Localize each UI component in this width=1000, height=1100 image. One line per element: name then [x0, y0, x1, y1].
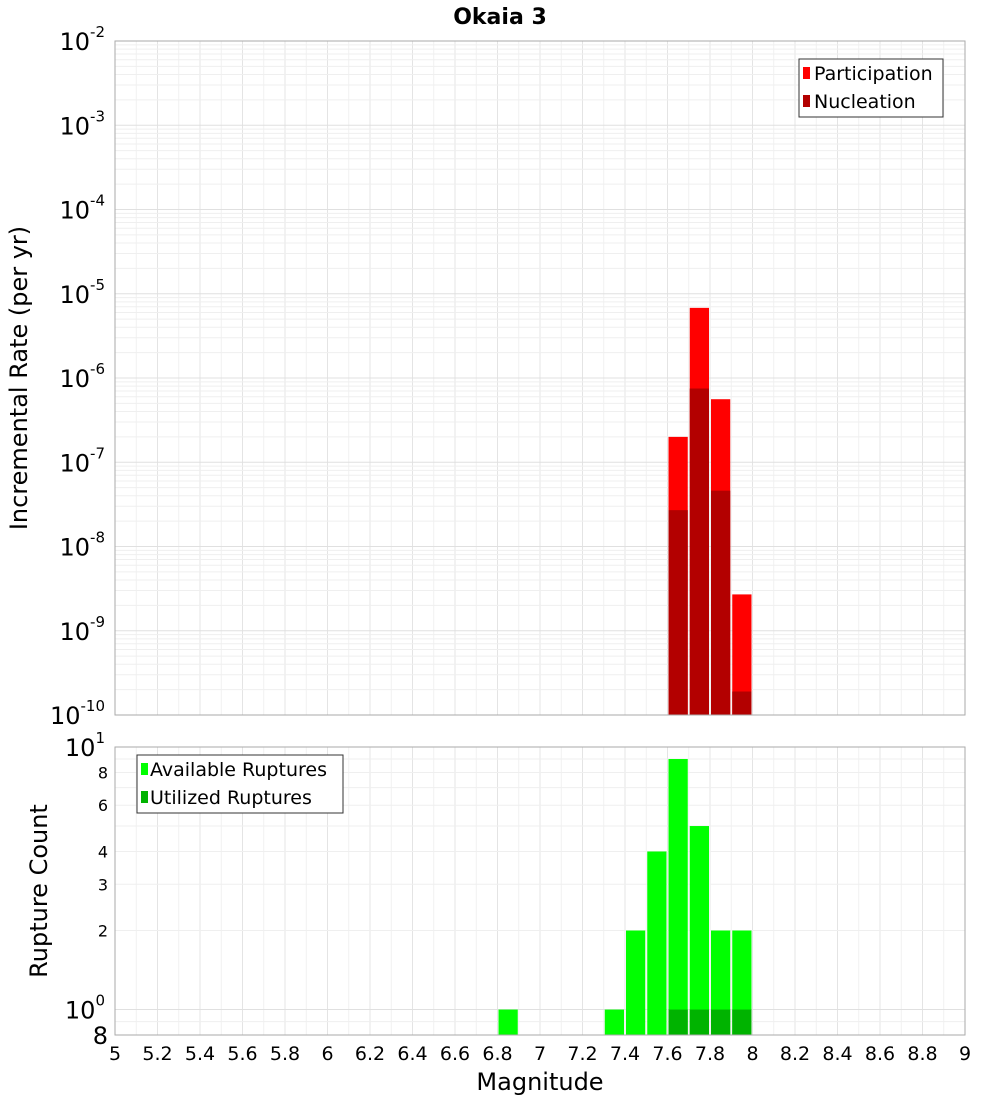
- top-grid: [114, 40, 966, 716]
- y-minor-tick-label: 3: [98, 875, 108, 894]
- x-tick-label: 9: [959, 1043, 971, 1065]
- y-tick-label: 10-7: [59, 444, 105, 477]
- bar-available-ruptures: [498, 1009, 518, 1035]
- x-tick-label: 6.2: [355, 1043, 385, 1065]
- y-tick-label: 10-8: [59, 529, 105, 562]
- y-tick-label: 100: [65, 992, 105, 1025]
- y-tick-label: 10-6: [59, 360, 105, 393]
- bar-available-ruptures: [689, 826, 709, 1035]
- chart-title: Okaia 3: [453, 5, 547, 30]
- legend-swatch-participation: [803, 67, 810, 79]
- x-tick-label: 6.6: [440, 1043, 470, 1065]
- x-axis-label: Magnitude: [476, 1068, 603, 1096]
- bottom-legend-box: [136, 754, 344, 814]
- y-tick-label: 10-5: [59, 276, 105, 309]
- y-minor-tick-label: 8: [93, 1022, 108, 1050]
- x-tick-label: 5.2: [142, 1043, 172, 1065]
- bar-nucleation: [711, 490, 731, 715]
- bar-available-ruptures: [668, 759, 688, 1035]
- legend-swatch-nucleation: [803, 95, 810, 107]
- x-tick-label: 5.8: [270, 1043, 300, 1065]
- y-tick-label: 10-10: [50, 697, 105, 730]
- bar-utilized-ruptures: [689, 1009, 709, 1035]
- bar-nucleation: [689, 388, 709, 715]
- x-tick-label: 7.4: [610, 1043, 640, 1065]
- x-tick-label: 8.8: [907, 1043, 937, 1065]
- x-tick-label: 7.8: [695, 1043, 725, 1065]
- x-tick-label: 8.4: [822, 1043, 852, 1065]
- y-tick-label: 101: [65, 729, 105, 762]
- legend-label-participation: Participation: [814, 63, 933, 85]
- top-legend: Participation Nucleation: [798, 58, 944, 118]
- x-tick-label: 6.4: [397, 1043, 427, 1065]
- bottom-y-axis-label: Rupture Count: [25, 804, 53, 978]
- x-tick-label: 6.8: [482, 1043, 512, 1065]
- bottom-bars: [498, 759, 752, 1035]
- x-tick-label: 5.4: [185, 1043, 215, 1065]
- legend-label-utilized-ruptures: Utilized Ruptures: [150, 787, 312, 809]
- top-plot-frame: [114, 40, 966, 716]
- x-tick-label: 7.6: [652, 1043, 682, 1065]
- legend-swatch-available-ruptures: [141, 763, 148, 775]
- top-legend-box: [798, 58, 944, 118]
- y-minor-tick-label: 8: [98, 763, 108, 782]
- y-tick-label: 10-4: [59, 192, 105, 225]
- bar-participation: [732, 594, 752, 715]
- bar-nucleation: [668, 510, 688, 715]
- bottom-plot-frame: [114, 746, 966, 1036]
- bar-available-ruptures: [604, 1009, 624, 1035]
- y-minor-tick-label: 2: [98, 922, 108, 941]
- y-minor-tick-label: 4: [98, 842, 108, 861]
- y-tick-label: 10-9: [59, 613, 105, 646]
- bottom-legend: Available Ruptures Utilized Ruptures: [136, 754, 344, 814]
- legend-label-available-ruptures: Available Ruptures: [150, 759, 327, 781]
- top-y-tick-labels: 10-10 10-9 10-8 10-7 10-6 10-5 10-4 10-3 10-2: [50, 23, 105, 730]
- x-tick-label: 6: [321, 1043, 333, 1065]
- bar-available-ruptures: [711, 930, 731, 1035]
- bar-available-ruptures: [626, 930, 646, 1035]
- bar-available-ruptures: [732, 930, 752, 1035]
- legend-label-nucleation: Nucleation: [814, 91, 916, 113]
- x-tick-label: 8.2: [780, 1043, 810, 1065]
- bar-utilized-ruptures: [711, 1009, 731, 1035]
- y-tick-label: 10-2: [59, 23, 105, 56]
- x-tick-label: 7: [534, 1043, 546, 1065]
- legend-swatch-utilized-ruptures: [141, 791, 148, 803]
- y-minor-tick-label: 6: [98, 796, 108, 815]
- y-tick-label: 10-3: [59, 107, 105, 140]
- x-tick-label: 7.2: [567, 1043, 597, 1065]
- bar-available-ruptures: [647, 851, 667, 1035]
- bar-utilized-ruptures: [732, 1009, 752, 1035]
- x-tick-labels: 5 5.2 5.4 5.6 5.8 6 6.2 6.4 6.6 6.8 7 7.2 7.4 7.6 7.8 8…: [109, 1043, 971, 1065]
- x-tick-label: 5.6: [227, 1043, 257, 1065]
- x-tick-label: 8.6: [865, 1043, 895, 1065]
- bar-utilized-ruptures: [668, 1009, 688, 1035]
- x-tick-label: 8: [746, 1043, 758, 1065]
- x-tick-label: 5: [109, 1043, 121, 1065]
- bar-nucleation: [732, 691, 752, 715]
- top-bars: [668, 307, 752, 715]
- top-y-axis-label: Incremental Rate (per yr): [5, 226, 33, 530]
